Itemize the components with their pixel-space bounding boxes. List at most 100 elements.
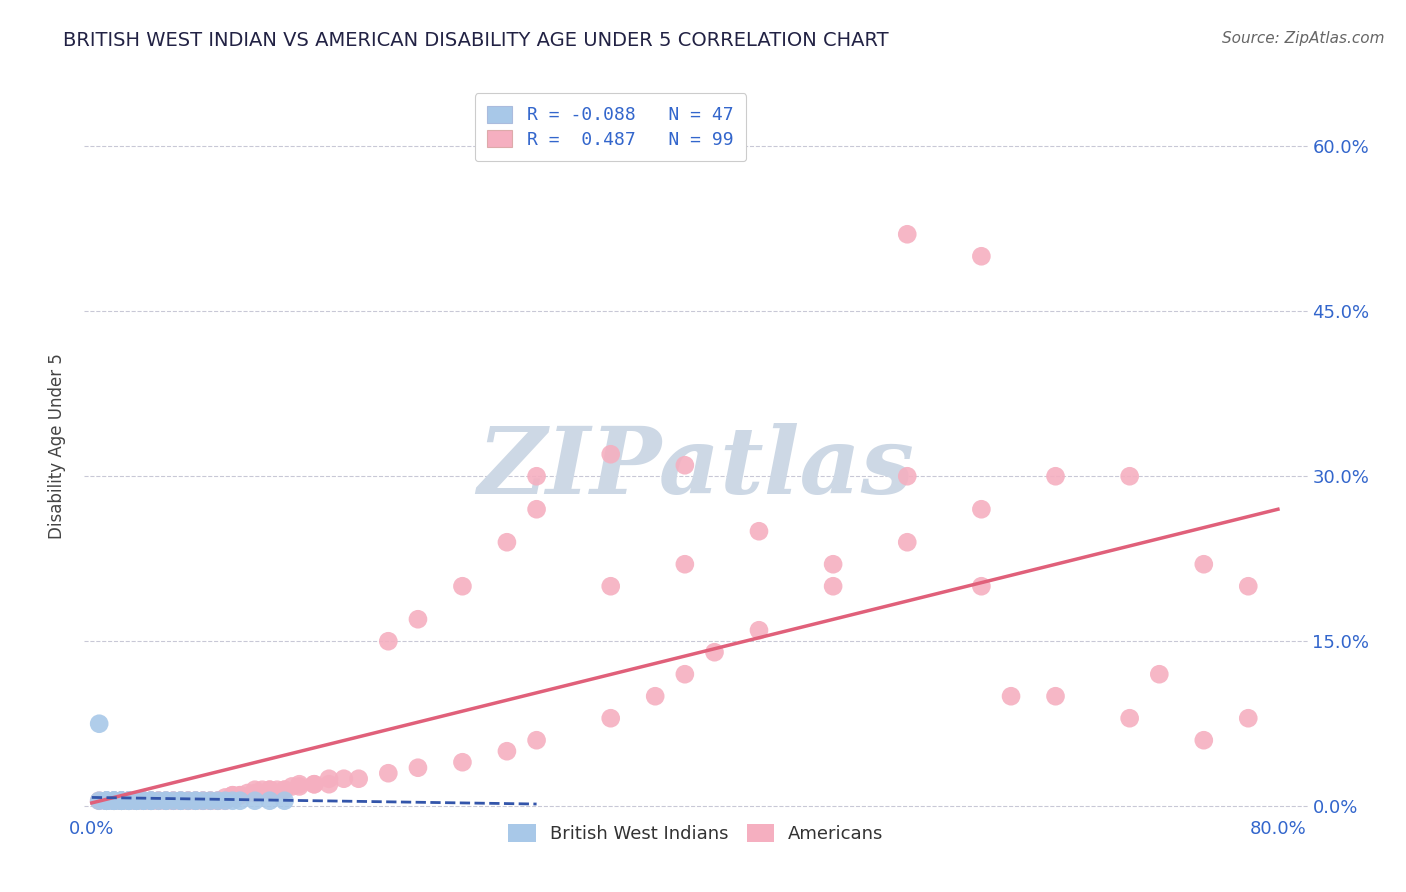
Point (139, 794, 162, 808)
Point (599, 447, 621, 461)
Point (184, 794, 207, 808)
Point (125, 794, 148, 808)
Point (96, 794, 118, 808)
Point (177, 794, 200, 808)
Point (155, 794, 177, 808)
Point (451, 579, 474, 593)
Point (673, 667, 696, 681)
Point (347, 772, 370, 786)
Point (125, 794, 148, 808)
Point (148, 794, 170, 808)
Point (748, 624, 770, 638)
Point (200, 794, 222, 808)
Point (823, 558, 845, 572)
Point (1045, 469, 1067, 483)
Point (599, 711, 621, 725)
Point (96, 794, 118, 808)
Point (110, 794, 132, 808)
Point (266, 782, 288, 797)
Point (318, 772, 340, 786)
Point (970, 579, 993, 593)
Point (118, 794, 141, 808)
Point (132, 794, 155, 808)
Point (526, 733, 548, 747)
Point (1237, 579, 1260, 593)
Point (191, 794, 214, 808)
Point (243, 782, 266, 797)
Point (1118, 711, 1140, 725)
Point (823, 579, 845, 593)
Point (184, 794, 207, 808)
Point (125, 794, 148, 808)
Point (103, 794, 125, 808)
Point (125, 794, 148, 808)
Point (96, 794, 118, 808)
Point (1192, 558, 1215, 572)
Point (1118, 469, 1140, 483)
Point (96, 794, 118, 808)
Point (103, 794, 125, 808)
Point (673, 458, 696, 473)
Point (896, 535, 918, 549)
Point (451, 756, 474, 770)
Point (748, 524, 770, 539)
Point (191, 794, 214, 808)
Point (132, 794, 155, 808)
Point (170, 794, 193, 808)
Point (184, 794, 207, 808)
Point (1237, 711, 1260, 725)
Point (184, 794, 207, 808)
Point (599, 579, 621, 593)
Point (103, 794, 125, 808)
Point (103, 794, 125, 808)
Point (110, 794, 132, 808)
Point (148, 794, 170, 808)
Point (302, 777, 325, 791)
Point (221, 794, 243, 808)
Point (125, 794, 148, 808)
Point (110, 794, 132, 808)
Point (281, 780, 304, 794)
Point (155, 794, 177, 808)
Point (170, 794, 193, 808)
Point (200, 794, 222, 808)
Point (318, 777, 340, 791)
Point (125, 794, 148, 808)
Point (96, 794, 118, 808)
Point (273, 794, 295, 808)
Point (214, 790, 236, 805)
Point (406, 761, 429, 775)
Point (118, 794, 141, 808)
Point (214, 794, 236, 808)
Point (132, 794, 155, 808)
Point (221, 789, 243, 803)
Point (139, 794, 162, 808)
Point (162, 794, 184, 808)
Point (139, 794, 162, 808)
Point (110, 794, 132, 808)
Point (896, 469, 918, 483)
Point (139, 794, 162, 808)
Point (259, 782, 281, 797)
Point (177, 794, 200, 808)
Point (200, 794, 222, 808)
Point (155, 794, 177, 808)
Point (896, 227, 918, 242)
Point (273, 782, 295, 797)
Point (673, 558, 696, 572)
Point (207, 794, 229, 808)
Point (96, 794, 118, 808)
Point (118, 794, 141, 808)
Point (644, 690, 666, 704)
Point (177, 794, 200, 808)
Point (377, 634, 399, 648)
Point (229, 789, 252, 803)
Point (207, 794, 229, 808)
Point (118, 794, 141, 808)
Point (162, 794, 184, 808)
Point (89, 794, 111, 808)
Point (252, 782, 274, 797)
Point (96, 794, 118, 808)
Point (139, 794, 162, 808)
Point (1000, 690, 1022, 704)
